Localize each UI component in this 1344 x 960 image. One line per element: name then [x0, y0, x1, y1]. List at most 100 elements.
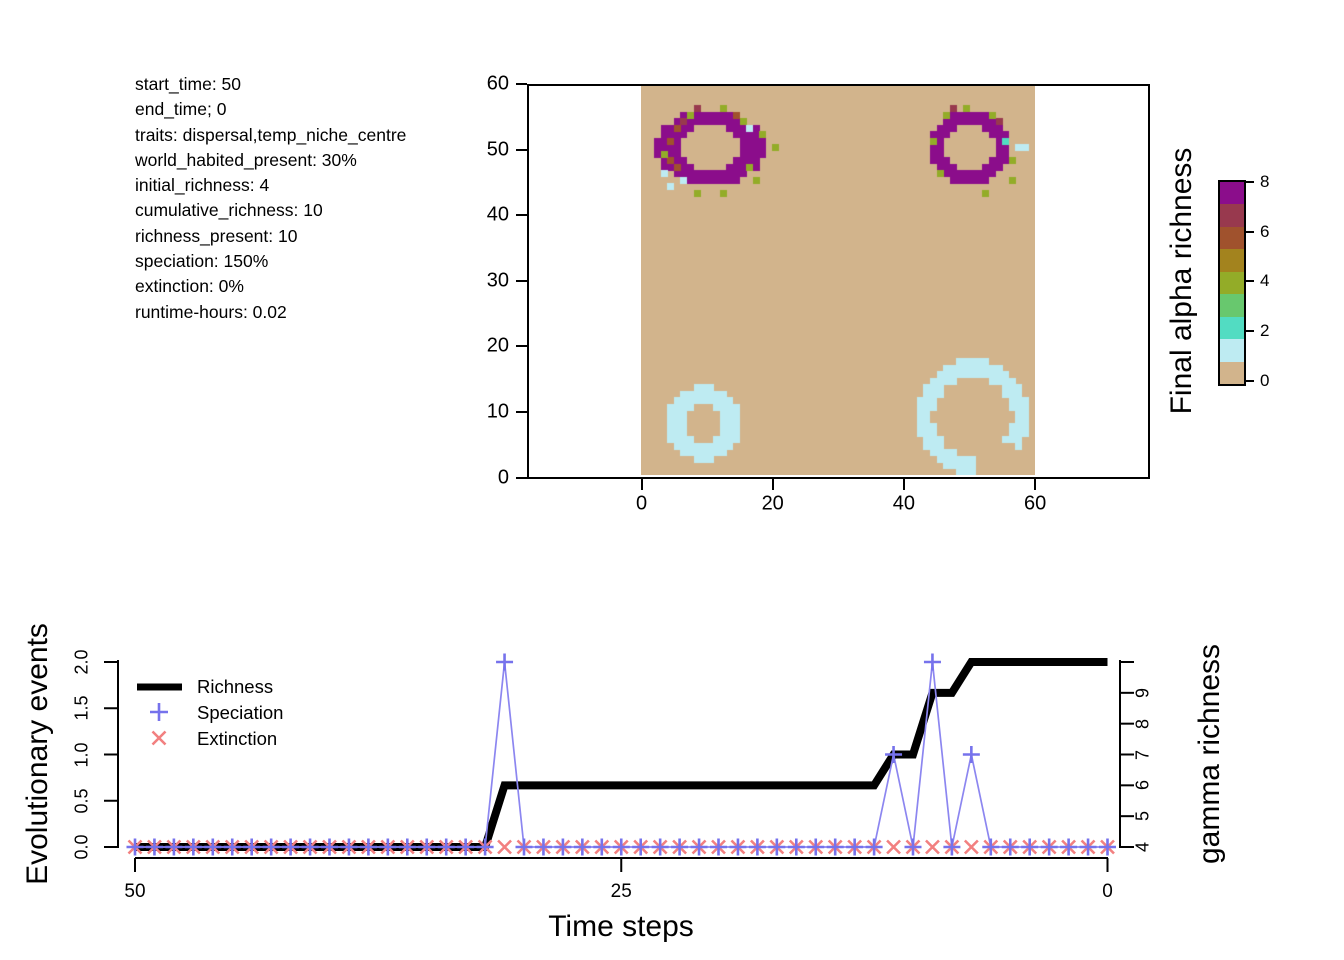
speciation-marker — [204, 838, 222, 856]
speciation-line — [135, 661, 1108, 848]
richness-line — [135, 658, 1108, 851]
map-y-tick-label: 40 — [486, 203, 509, 226]
speciation-marker — [554, 838, 572, 856]
simulation-params-panel: start_time: 50 end_time; 0 traits: dispers… — [135, 72, 406, 325]
speciation-marker — [223, 838, 241, 856]
colorbar-segment — [1220, 226, 1244, 250]
colorbar-tick — [1244, 230, 1254, 233]
speciation-marker — [515, 838, 533, 856]
colorbar-tick-label: 4 — [1260, 271, 1270, 291]
alpha-richness-raster — [641, 86, 1035, 475]
map-y-tick-label: 60 — [486, 72, 509, 95]
map-y-tick-label: 50 — [486, 138, 509, 161]
colorbar-tick-label: 0 — [1260, 370, 1270, 390]
param-line: world_habited_present: 30% — [135, 149, 357, 170]
colorbar-tick — [1244, 181, 1254, 184]
speciation-marker — [321, 838, 338, 856]
x-tick-label: 25 — [610, 881, 632, 902]
map-y-tick — [516, 148, 527, 151]
speciation-marker — [165, 838, 183, 856]
map-y-tick — [516, 83, 527, 86]
map-x-tick-label: 60 — [1023, 492, 1047, 515]
speciation-marker — [1079, 838, 1097, 856]
colorbar-tick — [1244, 329, 1254, 332]
speciation-marker — [301, 838, 319, 856]
colorbar-tick-label: 2 — [1260, 320, 1270, 340]
speciation-marker — [282, 838, 300, 856]
colorbar-segment — [1220, 249, 1244, 272]
y-right-tick-label: 8 — [1132, 718, 1153, 729]
speciation-marker — [904, 838, 922, 856]
speciation-marker — [1060, 838, 1078, 856]
speciation-marker — [787, 838, 805, 856]
y-right-tick-label: 4 — [1132, 841, 1153, 853]
colorbar-tick-label: 8 — [1260, 172, 1270, 192]
param-line: initial_richness: 4 — [135, 175, 270, 196]
speciation-marker — [1040, 838, 1058, 856]
speciation-marker — [671, 838, 689, 856]
speciation-marker — [145, 838, 163, 856]
map-y-tick — [516, 410, 527, 413]
map-x-tick — [902, 479, 905, 490]
map-y-tick-label: 30 — [486, 269, 509, 292]
colorbar-segment — [1220, 271, 1244, 295]
y-axis-left-title: Evolutionary events — [21, 623, 54, 885]
extinction-marker — [925, 839, 940, 855]
y-right-tick-label: 5 — [1132, 811, 1153, 822]
speciation-marker — [865, 838, 883, 856]
legend-label: Extinction — [197, 728, 278, 749]
speciation-marker — [340, 838, 358, 856]
speciation-marker — [768, 838, 786, 856]
legend-speciation-marker — [150, 703, 168, 721]
speciation-marker — [418, 838, 436, 856]
map-y-tick — [516, 214, 527, 217]
legend-label: Speciation — [197, 702, 284, 723]
colorbar-tick-label: 6 — [1260, 221, 1270, 241]
param-line: start_time: 50 — [135, 74, 242, 94]
y-right-tick-label: 6 — [1132, 780, 1153, 791]
y-left-tick-label: 2.0 — [71, 649, 92, 675]
map-y-tick-label: 20 — [486, 334, 509, 357]
speciation-marker — [943, 838, 961, 856]
colorbar-segment — [1220, 204, 1244, 227]
map-y-tick — [516, 279, 527, 282]
map-y-tick — [516, 345, 527, 348]
speciation-marker — [262, 838, 280, 856]
map-x-tick-label: 0 — [635, 492, 648, 515]
y-left-tick-label: 0.0 — [71, 834, 92, 860]
speciation-marker — [923, 653, 941, 671]
colorbar-tick — [1244, 379, 1254, 382]
speciation-marker — [359, 838, 377, 856]
param-line: runtime-hours: 0.02 — [135, 301, 287, 322]
colorbar-tick — [1244, 280, 1254, 283]
param-line: traits: dispersal,temp_niche_centre — [135, 124, 407, 145]
y-left-tick-label: 1.5 — [71, 695, 92, 721]
speciation-marker — [807, 838, 825, 856]
y-left-tick-label: 0.5 — [71, 788, 92, 814]
colorbar — [1218, 180, 1246, 386]
param-line: end_time; 0 — [135, 99, 227, 120]
extinction-marker — [497, 839, 512, 855]
map-x-tick-label: 20 — [761, 492, 784, 515]
speciation-marker — [126, 838, 144, 856]
y-left-tick-label: 1.0 — [71, 741, 92, 768]
speciation-marker — [1099, 838, 1116, 856]
param-line: speciation: 150% — [135, 251, 269, 272]
speciation-marker — [1001, 838, 1019, 856]
y-right-tick-label: 9 — [1132, 687, 1153, 698]
y-axis-right-title: gamma richness — [1193, 643, 1226, 865]
speciation-marker — [710, 838, 727, 856]
alpha-richness-map-frame — [527, 84, 1150, 479]
map-x-tick — [1034, 479, 1037, 490]
map-y-tick-label: 0 — [497, 466, 509, 488]
colorbar-segment — [1220, 361, 1244, 384]
colorbar-segment — [1220, 316, 1244, 340]
param-line: cumulative_richness: 10 — [135, 200, 323, 221]
x-tick-label: 0 — [1102, 881, 1113, 902]
colorbar-segment — [1220, 182, 1244, 205]
speciation-marker — [632, 838, 650, 856]
map-y-tick-label: 10 — [486, 400, 509, 423]
legend-label: Richness — [197, 676, 274, 697]
y-right-tick-label: 7 — [1132, 749, 1153, 760]
